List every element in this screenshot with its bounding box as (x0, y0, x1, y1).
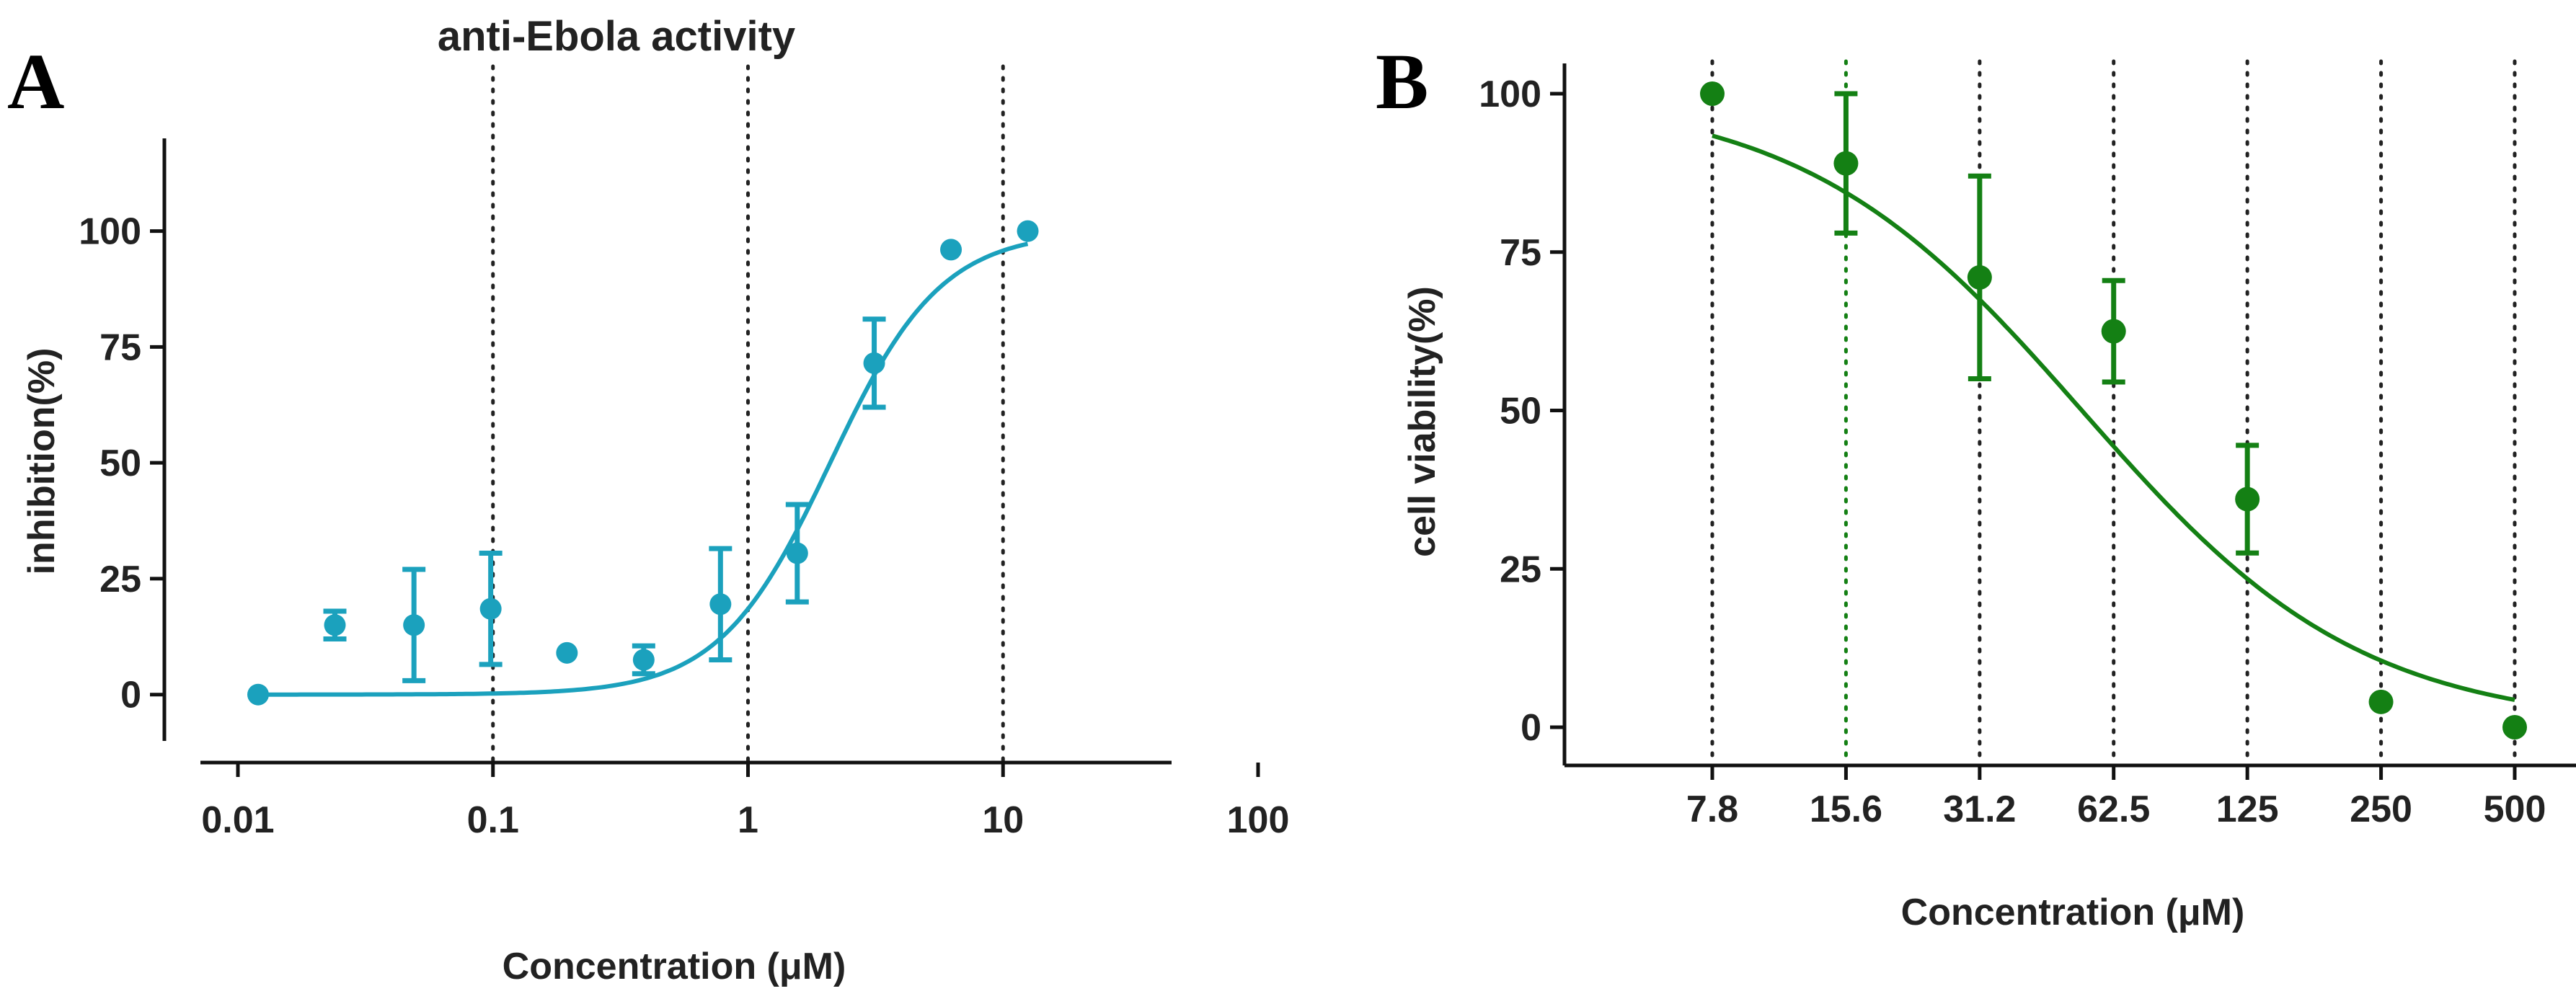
panel-a-marker (1017, 220, 1039, 242)
panel-b-marker (1967, 265, 1992, 290)
panel-b-y-label: cell viability(%) (1402, 286, 1443, 557)
panel-a-marker (632, 649, 655, 671)
panel-b-data-point (2235, 443, 2260, 556)
panel-a-marker (479, 597, 502, 620)
panel-a-marker (786, 542, 808, 564)
panel-b-data-point (2502, 715, 2527, 739)
panel-a-y-tick-label: 75 (99, 326, 141, 368)
panel-b-marker (2368, 689, 2394, 714)
panel-a-marker (403, 614, 425, 636)
panel-b-marker (1833, 151, 1859, 176)
panel-a: A anti-Ebola activity 0.01 0.1 1 10 100 0 25 50… (7, 13, 1289, 987)
panel-b-marker (1700, 81, 1725, 106)
panel-a-ticks: 0.01 0.1 1 10 100 0 25 50 75 100 (79, 211, 1289, 841)
panel-b-y-tick-label: 0 (1521, 707, 1541, 749)
panel-a-data-point (402, 567, 426, 683)
panel-b-y-tick-label: 75 (1500, 232, 1541, 274)
panel-a-data-point (785, 502, 809, 605)
panel-b-ticks: 7.8 15.6 31.2 62.5 125 250 500 0 25 50 75 100 (1479, 74, 2546, 830)
panel-a-marker (709, 593, 732, 616)
panel-a-data-point (709, 546, 732, 662)
panel-b-y-tick-label: 100 (1479, 74, 1541, 115)
panel-a-marker (247, 683, 270, 706)
panel-b-marker (2235, 487, 2260, 512)
panel-b-x-tick-label: 7.8 (1686, 788, 1738, 830)
panel-a-y-tick-label: 25 (99, 559, 141, 600)
panel-b-marker (2502, 715, 2527, 739)
panel-a-x-tick-label: 0.01 (201, 799, 274, 841)
panel-b-y-tick-label: 25 (1500, 548, 1541, 590)
panel-b-data-point (1700, 81, 1725, 106)
panel-a-data-point (632, 643, 655, 677)
panel-b-data-point (1967, 173, 1992, 382)
panel-a-data-point (862, 316, 886, 410)
panel-a-x-tick-label: 100 (1227, 799, 1290, 841)
panel-b-x-tick-label: 250 (2350, 788, 2412, 830)
panel-b-x-tick-label: 62.5 (2077, 788, 2150, 830)
panel-b-data-point (1833, 91, 1859, 236)
panel-b: B 7.8 15.6 31.2 62.5 125 250 500 0 25 50 75 100 cel… (1376, 37, 2576, 933)
panel-b-x-tick-label: 31.2 (1943, 788, 2016, 830)
panel-a-y-tick-label: 50 (99, 443, 141, 484)
panel-a-y-tick-label: 0 (120, 675, 141, 716)
panel-b-gridlines (1710, 59, 2517, 766)
panel-a-marker (863, 352, 885, 374)
panel-a-data-point (1017, 220, 1039, 242)
panel-a-x-tick-label: 1 (738, 799, 758, 841)
panel-a-data-point (556, 641, 578, 664)
panel-a-data-point (479, 551, 503, 667)
panel-a-y-tick-label: 100 (79, 211, 141, 253)
panel-b-x-tick-label: 15.6 (1810, 788, 1882, 830)
panel-b-x-tick-label: 500 (2484, 788, 2546, 830)
panel-b-x-tick-label: 125 (2216, 788, 2279, 830)
panel-a-x-tick-label: 0.1 (467, 799, 519, 841)
panel-b-data-point (2368, 689, 2394, 714)
panel-a-data-point (323, 608, 347, 642)
panel-a-data-point (247, 683, 270, 706)
panel-b-points (1700, 81, 2527, 739)
panel-a-points (247, 220, 1039, 706)
panel-b-data-point (2101, 277, 2126, 385)
panel-a-marker (324, 614, 346, 636)
panel-a-marker (556, 641, 578, 664)
panel-a-data-point (940, 239, 962, 261)
panel-a-y-label: inhibition(%) (21, 348, 63, 575)
panel-a-x-label: Concentration (μM) (503, 946, 846, 987)
panel-b-x-label: Concentration (μM) (1901, 892, 2245, 933)
panel-a-label: A (7, 37, 64, 125)
panel-b-y-tick-label: 50 (1500, 391, 1541, 432)
panel-a-x-tick-label: 10 (982, 799, 1024, 841)
panel-a-title: anti-Ebola activity (438, 13, 795, 60)
panel-b-marker (2101, 319, 2126, 344)
panel-b-label: B (1376, 37, 1428, 125)
panel-a-marker (940, 239, 962, 261)
panel-a-fit-curve (258, 241, 1029, 697)
